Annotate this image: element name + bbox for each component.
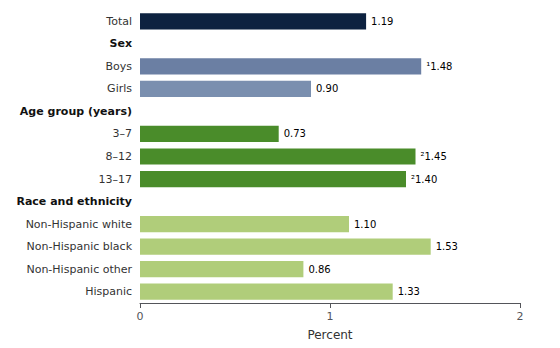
svg-text:²1.45: ²1.45 — [421, 151, 447, 162]
svg-text:Non-Hispanic black: Non-Hispanic black — [27, 240, 133, 253]
svg-text:Boys: Boys — [105, 60, 132, 73]
svg-text:Non-Hispanic other: Non-Hispanic other — [26, 263, 132, 276]
svg-text:Race and ethnicity: Race and ethnicity — [16, 195, 132, 208]
svg-text:¹1.48: ¹1.48 — [426, 61, 452, 72]
svg-text:Girls: Girls — [107, 82, 132, 95]
svg-text:²1.40: ²1.40 — [411, 174, 437, 185]
svg-text:3–7: 3–7 — [113, 127, 133, 140]
svg-text:13–17: 13–17 — [99, 173, 133, 186]
svg-text:1: 1 — [327, 310, 334, 323]
svg-text:0.73: 0.73 — [284, 128, 306, 139]
svg-text:1.33: 1.33 — [398, 286, 420, 297]
svg-text:1.10: 1.10 — [354, 219, 376, 230]
svg-text:2: 2 — [517, 310, 524, 323]
svg-text:Hispanic: Hispanic — [85, 285, 132, 298]
svg-text:0.86: 0.86 — [308, 264, 330, 275]
svg-text:1.53: 1.53 — [436, 241, 458, 252]
svg-text:Total: Total — [105, 15, 132, 28]
svg-text:Age group (years): Age group (years) — [20, 105, 132, 118]
svg-text:0.90: 0.90 — [316, 83, 338, 94]
svg-text:0: 0 — [137, 310, 144, 323]
svg-text:Sex: Sex — [110, 37, 132, 50]
svg-text:Percent: Percent — [307, 328, 352, 342]
svg-text:1.19: 1.19 — [371, 16, 393, 27]
svg-text:8–12: 8–12 — [106, 150, 133, 163]
svg-text:Non-Hispanic white: Non-Hispanic white — [26, 218, 133, 231]
